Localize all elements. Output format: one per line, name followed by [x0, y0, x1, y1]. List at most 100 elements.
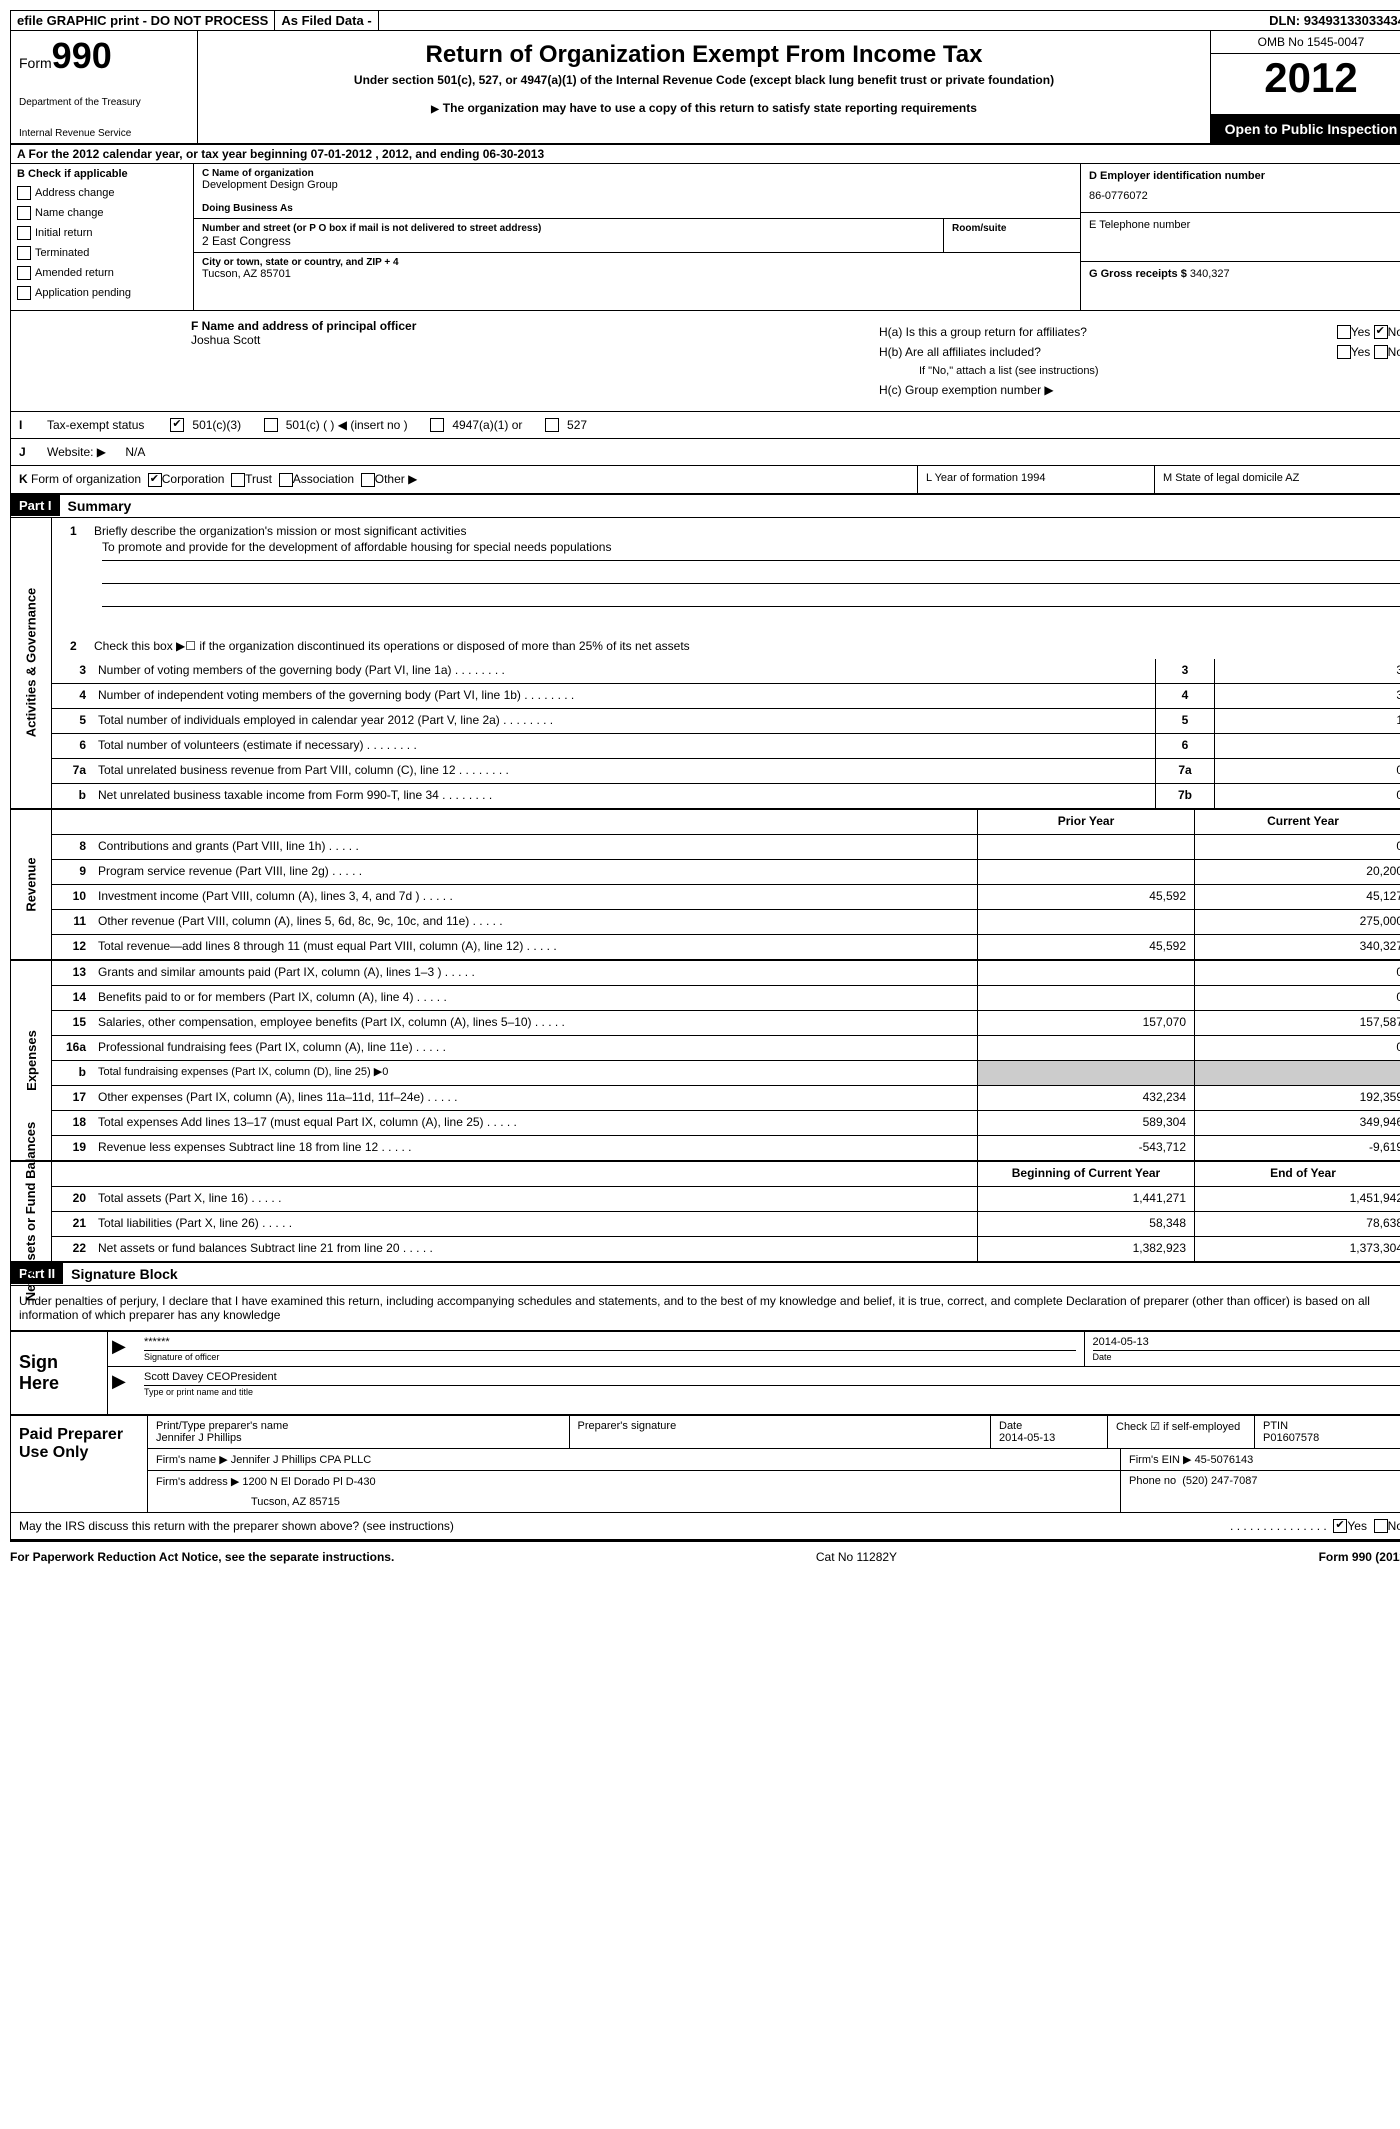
chk-name-change[interactable]: Name change	[17, 206, 187, 220]
gross-cell: G Gross receipts $ 340,327	[1081, 262, 1400, 310]
col-b: B Check if applicable Address change Nam…	[11, 164, 194, 310]
street-row: Number and street (or P O box if mail is…	[194, 219, 1080, 253]
asfiled-label: As Filed Data -	[275, 11, 378, 30]
expense-section: Expenses 13Grants and similar amounts pa…	[11, 961, 1400, 1162]
chk-initial-return[interactable]: Initial return	[17, 226, 187, 240]
summary-line: 12Total revenue—add lines 8 through 11 (…	[52, 935, 1400, 959]
prep-line-1: Print/Type preparer's nameJennifer J Phi…	[148, 1416, 1400, 1449]
gov-side-label: Activities & Governance	[11, 518, 52, 808]
ha-no-checkbox[interactable]	[1374, 325, 1388, 339]
prep-selfemp-cell[interactable]: Check ☑ if self-employed	[1108, 1416, 1255, 1448]
h-cell: H(a) Is this a group return for affiliat…	[871, 311, 1400, 411]
col-c: C Name of organization Development Desig…	[194, 164, 1080, 310]
summary-line: 20Total assets (Part X, line 16) . . . .…	[52, 1187, 1400, 1212]
j-label: J	[19, 445, 39, 459]
summary-line: 11Other revenue (Part VIII, column (A), …	[52, 910, 1400, 935]
ein-value: 86-0776072	[1089, 190, 1400, 202]
gov-line: 6Total number of volunteers (estimate if…	[52, 734, 1400, 759]
efile-label: efile GRAPHIC print - DO NOT PROCESS	[11, 11, 275, 30]
dln-cell: DLN: 93493133033434	[379, 11, 1400, 30]
dln-value: 93493133033434	[1304, 13, 1400, 28]
discuss-yes-checkbox[interactable]	[1333, 1519, 1347, 1533]
rev-side-label: Revenue	[11, 810, 52, 959]
chk-application-pending[interactable]: Application pending	[17, 286, 187, 300]
prep-name-cell: Print/Type preparer's nameJennifer J Phi…	[148, 1416, 570, 1448]
j-text: Website: ▶	[47, 445, 106, 459]
footer-row: For Paperwork Reduction Act Notice, see …	[10, 1542, 1400, 1572]
ha-text: H(a) Is this a group return for affiliat…	[879, 325, 1337, 339]
rev-header-row: Prior Year Current Year	[52, 810, 1400, 835]
summary-line: 21Total liabilities (Part X, line 26) . …	[52, 1212, 1400, 1237]
na-side-label: Net Assets or Fund Balances	[11, 1162, 52, 1261]
row-klm: K Form of organization Corporation Trust…	[11, 466, 1400, 495]
header-row: Form990 Department of the Treasury Inter…	[11, 31, 1400, 145]
i-4947-checkbox[interactable]	[430, 418, 444, 432]
part1-title: Summary	[60, 495, 140, 517]
chk-amended[interactable]: Amended return	[17, 266, 187, 280]
sign-date-field: 2014-05-13 Date	[1085, 1332, 1400, 1366]
street-label: Number and street (or P O box if mail is…	[202, 223, 935, 234]
dba-label: Doing Business As	[202, 203, 1072, 214]
firm-ein-cell: Firm's EIN ▶ 45-5076143	[1121, 1449, 1400, 1470]
row-m: M State of legal domicile AZ	[1154, 466, 1400, 493]
f-name: Joshua Scott	[191, 333, 851, 347]
chk-address-change[interactable]: Address change	[17, 186, 187, 200]
discuss-text: May the IRS discuss this return with the…	[19, 1519, 1230, 1533]
street-value: 2 East Congress	[202, 234, 935, 248]
hb-no-checkbox[interactable]	[1374, 345, 1388, 359]
room-label: Room/suite	[952, 223, 1072, 234]
officer-signature-field[interactable]: ****** Signature of officer	[136, 1332, 1085, 1366]
end-year-header: End of Year	[1194, 1162, 1400, 1186]
sign-here-label: Sign Here	[11, 1332, 108, 1414]
prior-year-header: Prior Year	[977, 810, 1194, 834]
hb-yes-checkbox[interactable]	[1337, 345, 1351, 359]
current-year-header: Current Year	[1194, 810, 1400, 834]
k-corp-checkbox[interactable]	[148, 473, 162, 487]
ha-yes-checkbox[interactable]	[1337, 325, 1351, 339]
hb-text: H(b) Are all affiliates included?	[879, 345, 1337, 359]
k-assoc-checkbox[interactable]	[279, 473, 293, 487]
i-527-checkbox[interactable]	[545, 418, 559, 432]
summary-line: 22Net assets or fund balances Subtract l…	[52, 1237, 1400, 1261]
gov-line: bNet unrelated business taxable income f…	[52, 784, 1400, 808]
k-trust-checkbox[interactable]	[231, 473, 245, 487]
mission-blank2	[102, 584, 1400, 607]
f-cell: F Name and address of principal officer …	[11, 311, 871, 411]
gov-line: 7aTotal unrelated business revenue from …	[52, 759, 1400, 784]
hb-line: H(b) Are all affiliates included? Yes No	[879, 345, 1400, 359]
tax-year: 2012	[1211, 54, 1400, 115]
top-bar: efile GRAPHIC print - DO NOT PROCESS As …	[11, 11, 1400, 31]
firm-name-cell: Firm's name ▶ Jennifer J Phillips CPA PL…	[148, 1449, 1121, 1470]
sign-body: ▶ ****** Signature of officer 2014-05-13…	[108, 1332, 1400, 1414]
sign-arrow-icon: ▶	[108, 1332, 136, 1366]
discuss-row: May the IRS discuss this return with the…	[11, 1513, 1400, 1541]
k-text: Form of organization	[31, 472, 141, 486]
form-title: Return of Organization Exempt From Incom…	[210, 41, 1198, 69]
k-other-checkbox[interactable]	[361, 473, 375, 487]
summary-line: 10Investment income (Part VIII, column (…	[52, 885, 1400, 910]
prep-sig-cell[interactable]: Preparer's signature	[570, 1416, 992, 1448]
gov-line: 3Number of voting members of the governi…	[52, 659, 1400, 684]
year-cell: OMB No 1545-0047 2012 Open to Public Ins…	[1210, 31, 1400, 143]
col-d: D Employer identification number 86-0776…	[1080, 164, 1400, 310]
part2-header-row: Part II Signature Block	[11, 1263, 1400, 1286]
summary-line: 19Revenue less expenses Subtract line 18…	[52, 1136, 1400, 1160]
summary-line: 8Contributions and grants (Part VIII, li…	[52, 835, 1400, 860]
i-501c3-checkbox[interactable]	[170, 418, 184, 432]
city-label: City or town, state or country, and ZIP …	[202, 257, 1072, 268]
ha-line: H(a) Is this a group return for affiliat…	[879, 325, 1400, 339]
summary-line: 14Benefits paid to or for members (Part …	[52, 986, 1400, 1011]
begin-year-header: Beginning of Current Year	[977, 1162, 1194, 1186]
i-501c-checkbox[interactable]	[264, 418, 278, 432]
chk-terminated[interactable]: Terminated	[17, 246, 187, 260]
dln-label: DLN:	[1269, 13, 1300, 28]
gross-value: 340,327	[1190, 268, 1230, 280]
sign-arrow2-icon: ▶	[108, 1367, 136, 1401]
section-a: A For the 2012 calendar year, or tax yea…	[11, 145, 1400, 164]
fgh-row: F Name and address of principal officer …	[11, 311, 1400, 412]
sign-here-row: Sign Here ▶ ****** Signature of officer …	[11, 1332, 1400, 1416]
form-number: 990	[52, 35, 112, 76]
discuss-no-checkbox[interactable]	[1374, 1519, 1388, 1533]
form-note: The organization may have to use a copy …	[210, 101, 1198, 115]
mission-blank1	[102, 561, 1400, 584]
